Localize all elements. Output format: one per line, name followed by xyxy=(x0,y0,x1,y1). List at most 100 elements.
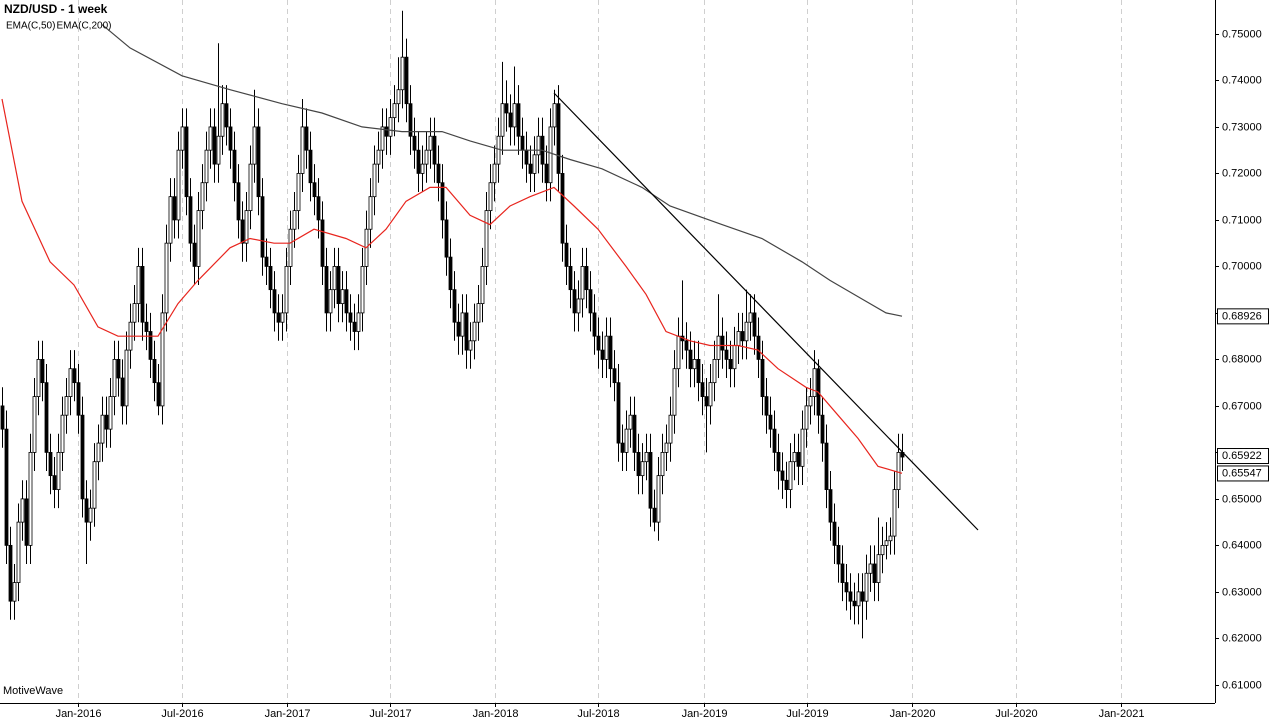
candle-body xyxy=(428,135,433,151)
candle-body xyxy=(24,498,29,546)
candle-body xyxy=(232,149,237,184)
candle-body xyxy=(92,461,97,509)
candle-body xyxy=(276,312,281,323)
candle-body xyxy=(460,312,465,337)
y-tick-label: 0.64000 xyxy=(1222,539,1262,551)
x-tick-label: Jul-2019 xyxy=(786,708,828,720)
candle-body xyxy=(480,266,485,305)
candle-body xyxy=(280,312,285,323)
candle-body xyxy=(536,135,541,156)
candle-body xyxy=(432,135,437,165)
candle-body xyxy=(256,126,261,198)
candle-body xyxy=(196,210,201,267)
candle-body xyxy=(620,442,625,453)
candle-body xyxy=(672,368,677,416)
candle-body xyxy=(40,359,45,384)
candle-body xyxy=(752,312,757,337)
candle-body xyxy=(28,451,33,546)
y-tick-label: 0.68000 xyxy=(1222,353,1262,365)
y-tick-label: 0.75000 xyxy=(1222,28,1262,40)
candle-body xyxy=(476,303,481,323)
x-tick-label: Jan-2019 xyxy=(682,708,728,720)
candle-body xyxy=(144,321,149,332)
candle-body xyxy=(572,289,577,314)
x-tick-label: Jan-2021 xyxy=(1099,708,1145,720)
candle-body xyxy=(252,126,257,165)
axes: Jan-2016 Jul-2016 Jan-2017 Jul-2017 Jan-2018… xyxy=(56,28,1269,720)
y-tick-label: 0.61000 xyxy=(1222,679,1262,691)
candle-body xyxy=(608,335,613,370)
candle-body xyxy=(720,335,725,351)
candle-body xyxy=(416,149,421,174)
candle-body xyxy=(784,479,789,490)
candle-body xyxy=(696,359,701,384)
candle-body xyxy=(52,475,57,490)
candle-body xyxy=(172,196,177,221)
candle-body xyxy=(120,377,125,407)
candle-body xyxy=(176,149,181,221)
candle-body xyxy=(344,289,349,314)
candle-body xyxy=(180,126,185,151)
candle-body xyxy=(584,266,589,291)
candle-body xyxy=(408,103,413,137)
candle-body xyxy=(324,266,329,314)
candle-body xyxy=(312,182,317,198)
candle-body xyxy=(220,103,225,137)
candle-body xyxy=(796,451,801,467)
x-tick-label: Jul-2016 xyxy=(161,708,203,720)
candle-body xyxy=(884,540,889,546)
candle-body xyxy=(372,163,377,198)
candle-body xyxy=(496,135,501,165)
candle-body xyxy=(316,196,321,221)
candle-body xyxy=(4,428,9,546)
candle-body xyxy=(700,382,705,397)
candle-body xyxy=(576,298,581,314)
candle-body xyxy=(80,414,85,500)
y-tick-label: 0.74000 xyxy=(1222,74,1262,86)
candle-body xyxy=(804,405,809,430)
candle-body xyxy=(568,266,573,291)
candle-body xyxy=(448,256,453,291)
candle-body xyxy=(888,535,893,542)
candle-body xyxy=(8,544,13,602)
candle-body xyxy=(268,266,273,291)
candle-body xyxy=(616,382,621,444)
candle-body xyxy=(780,470,785,481)
candle-body xyxy=(124,349,129,407)
candle-body xyxy=(404,56,409,105)
candle-body xyxy=(728,359,733,370)
plot-area xyxy=(0,10,979,639)
candle-body xyxy=(200,182,205,212)
candle-body xyxy=(340,289,345,305)
legend-entry: EMA(C,50) xyxy=(6,21,55,32)
candle-body xyxy=(12,582,17,602)
candle-body xyxy=(20,498,25,523)
candle-body xyxy=(872,563,877,583)
candle-body xyxy=(604,335,609,360)
x-tick-label: Jul-2018 xyxy=(577,708,619,720)
candle-body xyxy=(508,112,513,128)
candle-body xyxy=(660,451,665,477)
candle-body xyxy=(836,544,841,565)
candle-body xyxy=(528,163,533,174)
candle-body xyxy=(744,321,749,342)
y-tick-label: 0.67000 xyxy=(1222,400,1262,412)
candle-body xyxy=(0,405,5,430)
candle-body xyxy=(712,359,717,384)
y-tick-label: 0.72000 xyxy=(1222,167,1262,179)
candle-body xyxy=(464,312,469,351)
candle-body xyxy=(156,382,161,407)
candle-body xyxy=(772,428,777,453)
candle-body xyxy=(628,414,633,430)
candle-body xyxy=(248,163,253,212)
x-tick-label: Jan-2020 xyxy=(890,708,936,720)
x-tick-label: Jul-2017 xyxy=(369,708,411,720)
candle-body xyxy=(112,359,117,397)
y-tick-label: 0.73000 xyxy=(1222,121,1262,133)
price-label-box xyxy=(1217,448,1269,465)
candle-body xyxy=(216,135,221,165)
candle-body xyxy=(136,266,141,305)
candle-body xyxy=(88,507,93,523)
price-label: 0.65922 xyxy=(1222,450,1262,462)
